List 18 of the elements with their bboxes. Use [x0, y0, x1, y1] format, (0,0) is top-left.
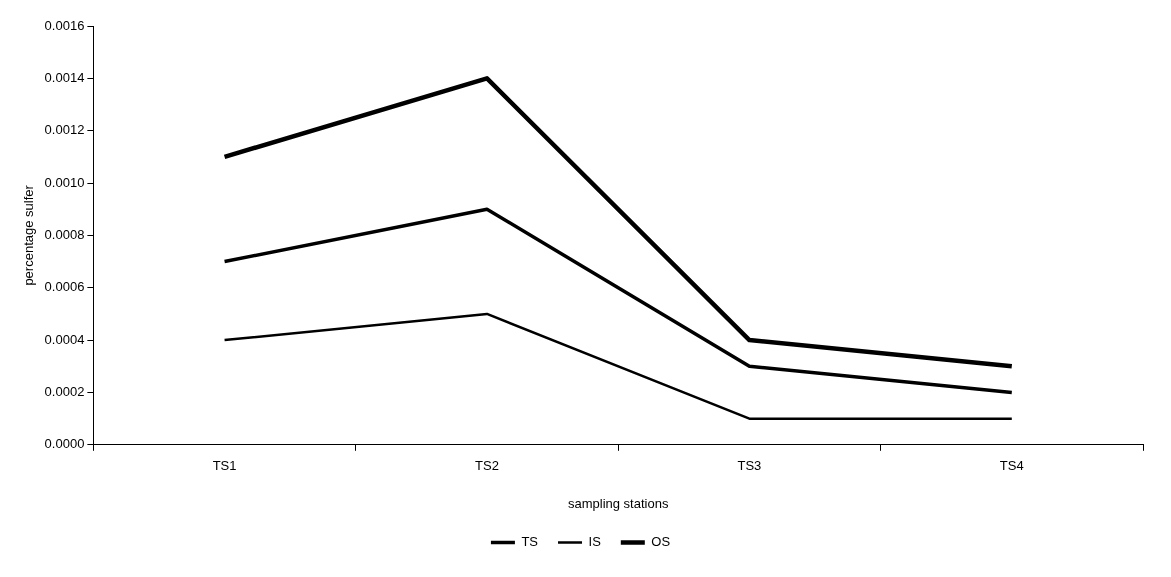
y-tick-label: 0.0014 — [44, 69, 85, 85]
x-tick-label: TS1 — [212, 458, 237, 474]
legend-label: TS — [521, 534, 539, 550]
y-axis-title: percentage sulfer — [21, 184, 37, 286]
y-tick-label: 0.0002 — [44, 384, 85, 400]
x-tick-label: TS3 — [737, 458, 762, 474]
x-tick-label: TS2 — [475, 458, 499, 474]
x-tick-label: TS4 — [999, 458, 1024, 474]
y-tick-label: 0.0010 — [44, 174, 85, 190]
y-tick-label: 0.0016 — [44, 17, 85, 33]
legend-label: IS — [588, 534, 602, 550]
legend-label: OS — [651, 534, 671, 550]
y-tick-label: 0.0008 — [44, 226, 85, 242]
y-tick-label: 0.0012 — [44, 122, 85, 138]
y-tick-label: 0.0000 — [44, 436, 85, 452]
y-tick-label: 0.0004 — [44, 331, 85, 347]
x-axis-title: sampling stations — [567, 495, 669, 511]
y-tick-label: 0.0006 — [44, 279, 85, 295]
